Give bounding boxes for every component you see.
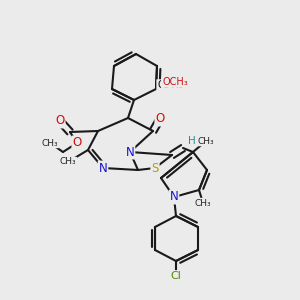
Text: CH₃: CH₃ [195, 199, 211, 208]
Text: N: N [169, 190, 178, 203]
Text: OCH₃: OCH₃ [157, 80, 183, 90]
Text: N: N [99, 161, 107, 175]
Text: N: N [126, 146, 134, 158]
Text: CH₃: CH₃ [198, 136, 214, 146]
Text: CH₃: CH₃ [60, 158, 76, 166]
Text: O: O [72, 136, 82, 149]
Text: O: O [56, 115, 64, 128]
Text: CH₃: CH₃ [42, 139, 58, 148]
Text: H: H [188, 136, 196, 146]
Text: O: O [155, 112, 165, 125]
Text: O: O [162, 80, 170, 90]
Text: Cl: Cl [171, 271, 182, 281]
Text: OCH₃: OCH₃ [162, 77, 188, 87]
Text: S: S [151, 161, 159, 175]
